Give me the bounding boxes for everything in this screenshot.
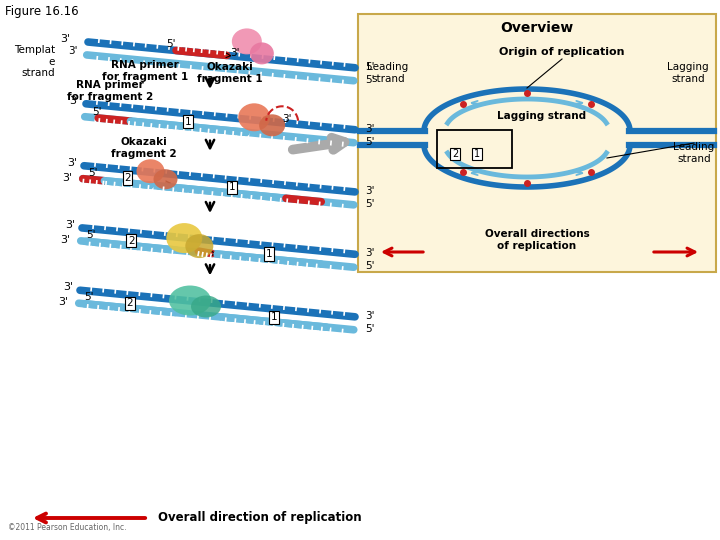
- Text: 5': 5': [92, 107, 102, 117]
- Text: 2: 2: [128, 236, 135, 246]
- Ellipse shape: [169, 286, 211, 315]
- Text: 5': 5': [365, 75, 374, 85]
- Text: 3': 3': [365, 124, 374, 134]
- Text: Leading
strand: Leading strand: [367, 62, 409, 84]
- Ellipse shape: [137, 159, 164, 183]
- Text: 5': 5': [84, 292, 94, 302]
- Ellipse shape: [259, 114, 285, 136]
- Text: 3': 3': [67, 158, 77, 168]
- Text: 5': 5': [365, 199, 374, 209]
- Text: 1: 1: [474, 149, 480, 159]
- Text: 5': 5': [365, 324, 374, 334]
- Text: Origin of replication: Origin of replication: [499, 47, 625, 57]
- Text: 3': 3': [63, 282, 73, 292]
- Text: Okazaki
fragment 2: Okazaki fragment 2: [111, 137, 177, 159]
- Text: Okazaki
fragment 1: Okazaki fragment 1: [197, 62, 263, 84]
- Text: 5': 5': [365, 261, 374, 271]
- Text: ©2011 Pearson Education, Inc.: ©2011 Pearson Education, Inc.: [8, 523, 127, 532]
- Text: 3': 3': [68, 46, 78, 56]
- Text: 5': 5': [365, 137, 374, 147]
- Text: 3': 3': [58, 297, 68, 307]
- Text: 3': 3': [365, 186, 374, 196]
- Text: Lagging strand: Lagging strand: [498, 111, 587, 121]
- Text: Overall directions
of replication: Overall directions of replication: [485, 229, 590, 251]
- Text: 5': 5': [365, 62, 374, 72]
- Text: 1: 1: [266, 249, 272, 259]
- Text: Leading
strand: Leading strand: [673, 142, 715, 164]
- Text: 1: 1: [229, 182, 235, 192]
- Text: 3': 3': [62, 173, 72, 183]
- Text: Overview: Overview: [500, 21, 574, 35]
- Text: 2: 2: [124, 173, 131, 183]
- Ellipse shape: [232, 29, 262, 55]
- Text: 3': 3': [60, 34, 70, 44]
- Text: 5': 5': [88, 168, 97, 178]
- Text: 3': 3': [282, 114, 292, 124]
- FancyBboxPatch shape: [358, 14, 716, 272]
- Text: 1: 1: [271, 312, 277, 322]
- Text: RNA primer
for fragment 2: RNA primer for fragment 2: [67, 80, 153, 102]
- Ellipse shape: [166, 223, 202, 253]
- Text: 5': 5': [166, 38, 176, 49]
- Text: 3': 3': [69, 96, 79, 106]
- Text: 3': 3': [230, 49, 240, 58]
- Text: 3': 3': [65, 220, 75, 230]
- Ellipse shape: [191, 295, 221, 318]
- Text: Lagging
strand: Lagging strand: [667, 62, 708, 84]
- Text: 3': 3': [365, 311, 374, 321]
- Ellipse shape: [153, 169, 178, 189]
- Ellipse shape: [185, 234, 213, 258]
- Text: RNA primer
for fragment 1: RNA primer for fragment 1: [102, 60, 188, 82]
- Ellipse shape: [238, 103, 270, 131]
- Ellipse shape: [250, 43, 274, 64]
- Text: 2: 2: [126, 298, 133, 308]
- Text: Figure 16.16: Figure 16.16: [5, 5, 78, 18]
- Text: 3': 3': [60, 235, 70, 245]
- Text: Overall direction of replication: Overall direction of replication: [158, 511, 361, 524]
- Text: 3': 3': [365, 248, 374, 258]
- Text: 2: 2: [452, 149, 458, 159]
- Bar: [437, 130, 512, 168]
- Text: Templat
e
strand: Templat e strand: [14, 45, 55, 78]
- Text: 1: 1: [185, 117, 192, 127]
- Text: 5': 5': [86, 230, 96, 240]
